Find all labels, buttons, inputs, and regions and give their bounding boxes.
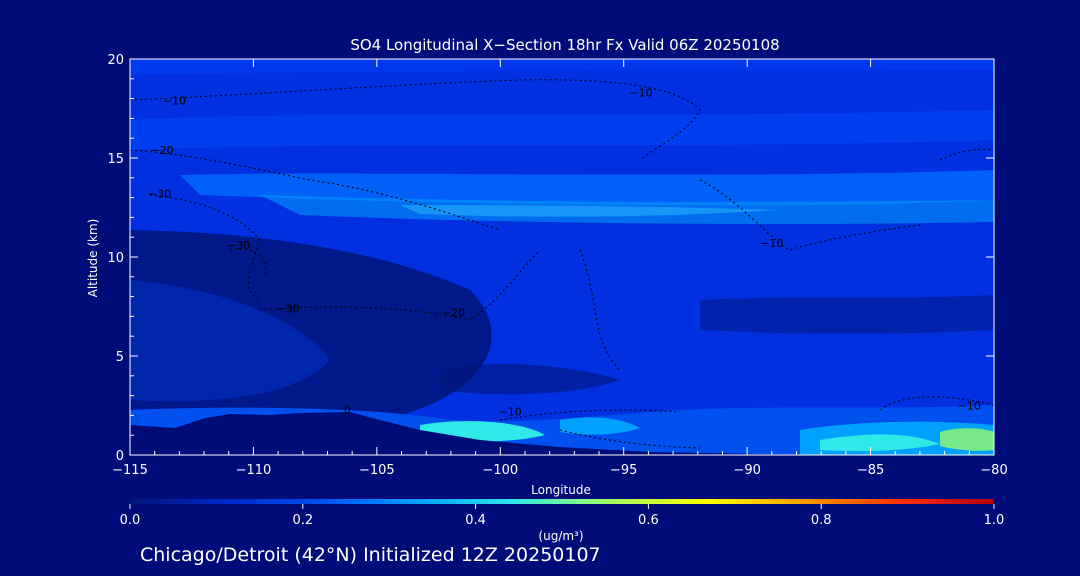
y-axis: 0 5 10 15 20 bbox=[107, 53, 994, 464]
contour-label: −30 bbox=[227, 239, 250, 252]
x-axis: −115 −110 −105 −100 −95 −90 −85 −80 bbox=[112, 59, 1008, 478]
concentration-field: −10 −20 −30 −30 −30 −20 −10 −10 −10 −10 0 bbox=[130, 59, 994, 455]
x-tick-label: −100 bbox=[482, 463, 518, 478]
terrain bbox=[130, 412, 994, 455]
x-tick-label: −105 bbox=[359, 463, 395, 478]
contour-lines bbox=[130, 79, 994, 449]
x-tick-label: −115 bbox=[112, 463, 148, 478]
colorbar-tick-label: 1.0 bbox=[984, 513, 1005, 528]
colorbar-tick-label: 0.0 bbox=[120, 513, 141, 528]
x-tick-label: −90 bbox=[733, 463, 760, 478]
x-tick-label: −85 bbox=[857, 463, 884, 478]
contour-label: −10 bbox=[958, 399, 981, 412]
contour-label: −10 bbox=[629, 87, 652, 100]
colorbar-tick-label: 0.8 bbox=[811, 513, 832, 528]
y-tick-label: 10 bbox=[107, 251, 124, 266]
y-axis-label: Altitude (km) bbox=[86, 219, 100, 298]
contour-label: −30 bbox=[148, 188, 171, 201]
colorbar-tick-label: 0.6 bbox=[638, 513, 659, 528]
chart-title: SO4 Longitudinal X−Section 18hr Fx Valid… bbox=[350, 36, 779, 54]
contour-label: −30 bbox=[276, 302, 299, 315]
x-tick-label: −80 bbox=[980, 463, 1007, 478]
contour-label: −10 bbox=[499, 405, 522, 418]
x-tick-label: −110 bbox=[236, 463, 272, 478]
y-tick-label: 15 bbox=[107, 152, 124, 167]
contour-label: −10 bbox=[760, 237, 783, 250]
x-tick-label: −95 bbox=[610, 463, 637, 478]
colorbar bbox=[130, 499, 994, 504]
contour-label: 0 bbox=[344, 403, 351, 416]
y-tick-label: 20 bbox=[107, 53, 124, 68]
colorbar-unit-label: (ug/m³) bbox=[538, 529, 583, 543]
y-tick-label: 5 bbox=[116, 350, 124, 365]
colorbar-ticks: 0.0 0.2 0.4 0.6 0.8 1.0 bbox=[120, 504, 1005, 528]
footer-caption: Chicago/Detroit (42°N) Initialized 12Z 2… bbox=[140, 544, 601, 566]
x-axis-label: Longitude bbox=[531, 483, 591, 497]
colorbar-tick-label: 0.2 bbox=[292, 513, 313, 528]
contour-label: −20 bbox=[442, 306, 465, 319]
y-tick-label: 0 bbox=[116, 449, 124, 464]
contour-label: −20 bbox=[150, 144, 173, 157]
colorbar-tick-label: 0.4 bbox=[465, 513, 486, 528]
contour-label: −10 bbox=[163, 95, 186, 108]
